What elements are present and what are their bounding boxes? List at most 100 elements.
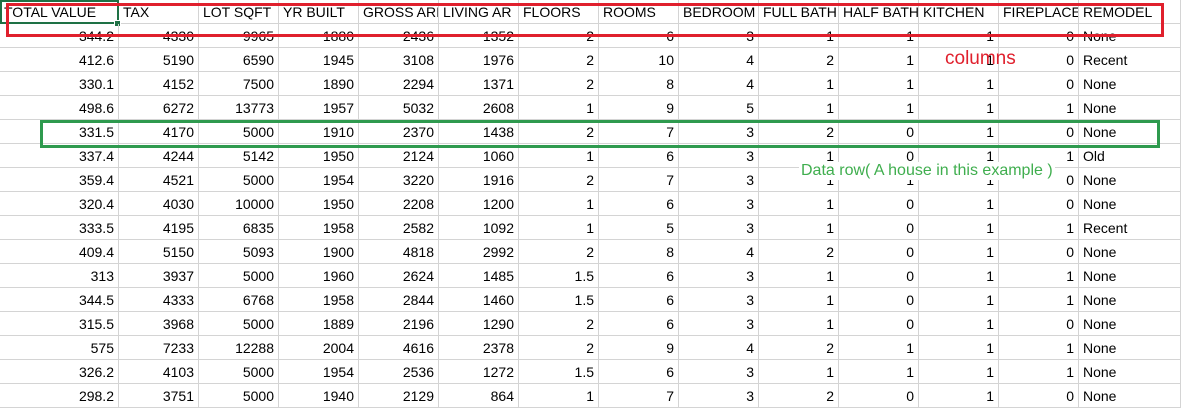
table-cell-fireplace[interactable]: 0 [999,48,1079,72]
table-cell-lot-sqft[interactable]: 7500 [199,72,279,96]
table-cell-remodel[interactable]: None [1079,24,1181,48]
table-cell-living-ar[interactable]: 1916 [439,168,519,192]
table-cell-tax[interactable]: 5150 [119,240,199,264]
table-cell-tax[interactable]: 6272 [119,96,199,120]
table-cell-bedroom[interactable]: 3 [679,192,759,216]
table-cell-remodel[interactable]: None [1079,240,1181,264]
table-cell-bedroom[interactable]: 3 [679,144,759,168]
table-cell-yr-built[interactable]: 1957 [279,96,359,120]
table-cell-gross-ari[interactable]: 2624 [359,264,439,288]
table-cell-rooms[interactable]: 7 [599,120,679,144]
table-cell-full-bath[interactable]: 1 [759,96,839,120]
table-cell-half-bath[interactable]: 1 [839,336,919,360]
table-cell-rooms[interactable]: 6 [599,24,679,48]
table-cell-half-bath[interactable]: 0 [839,216,919,240]
table-cell-rooms[interactable]: 6 [599,264,679,288]
table-cell-yr-built[interactable]: 1950 [279,144,359,168]
table-cell-floors[interactable]: 1.5 [519,360,599,384]
column-header-rooms[interactable]: ROOMS [599,0,679,24]
table-cell-remodel[interactable]: Recent [1079,216,1181,240]
table-cell-total-value[interactable]: 315.5 [0,312,119,336]
table-cell-half-bath[interactable]: 1 [839,168,919,192]
fill-handle[interactable] [114,20,121,27]
table-cell-remodel[interactable]: Recent [1079,48,1181,72]
table-cell-floors[interactable]: 1 [519,144,599,168]
column-header-yr-built[interactable]: YR BUILT [279,0,359,24]
column-header-total-value[interactable]: TOTAL VALUE [0,0,119,24]
table-cell-rooms[interactable]: 6 [599,144,679,168]
table-cell-bedroom[interactable]: 3 [679,312,759,336]
table-cell-fireplace[interactable]: 1 [999,96,1079,120]
table-cell-kitchen[interactable]: 1 [919,288,999,312]
table-cell-full-bath[interactable]: 2 [759,336,839,360]
table-cell-half-bath[interactable]: 0 [839,120,919,144]
table-cell-bedroom[interactable]: 4 [679,48,759,72]
table-cell-remodel[interactable]: None [1079,336,1181,360]
table-cell-gross-ari[interactable]: 4616 [359,336,439,360]
table-cell-kitchen[interactable]: 1 [919,96,999,120]
table-cell-bedroom[interactable]: 3 [679,216,759,240]
table-cell-full-bath[interactable]: 1 [759,24,839,48]
table-cell-yr-built[interactable]: 1889 [279,312,359,336]
table-cell-living-ar[interactable]: 1272 [439,360,519,384]
table-cell-bedroom[interactable]: 3 [679,24,759,48]
table-cell-fireplace[interactable]: 0 [999,384,1079,408]
table-cell-remodel[interactable]: None [1079,72,1181,96]
table-cell-yr-built[interactable]: 1880 [279,24,359,48]
table-cell-floors[interactable]: 2 [519,240,599,264]
table-cell-tax[interactable]: 4152 [119,72,199,96]
table-cell-gross-ari[interactable]: 2436 [359,24,439,48]
column-header-fireplace[interactable]: FIREPLACE [999,0,1079,24]
table-cell-yr-built[interactable]: 1910 [279,120,359,144]
table-cell-yr-built[interactable]: 2004 [279,336,359,360]
table-cell-kitchen[interactable]: 1 [919,336,999,360]
table-cell-tax[interactable]: 3968 [119,312,199,336]
column-header-gross-ari[interactable]: GROSS ARI [359,0,439,24]
table-cell-bedroom[interactable]: 5 [679,96,759,120]
table-cell-gross-ari[interactable]: 2582 [359,216,439,240]
table-cell-gross-ari[interactable]: 2124 [359,144,439,168]
table-cell-total-value[interactable]: 326.2 [0,360,119,384]
table-cell-total-value[interactable]: 344.2 [0,24,119,48]
table-cell-yr-built[interactable]: 1958 [279,288,359,312]
table-cell-floors[interactable]: 1.5 [519,288,599,312]
table-cell-living-ar[interactable]: 2608 [439,96,519,120]
column-header-half-bath[interactable]: HALF BATH [839,0,919,24]
table-cell-half-bath[interactable]: 0 [839,384,919,408]
table-cell-tax[interactable]: 7233 [119,336,199,360]
table-cell-tax[interactable]: 5190 [119,48,199,72]
column-header-tax[interactable]: TAX [119,0,199,24]
column-header-kitchen[interactable]: KITCHEN [919,0,999,24]
table-cell-floors[interactable]: 2 [519,72,599,96]
table-cell-total-value[interactable]: 344.5 [0,288,119,312]
table-cell-remodel[interactable]: None [1079,96,1181,120]
table-cell-total-value[interactable]: 409.4 [0,240,119,264]
table-cell-tax[interactable]: 4103 [119,360,199,384]
table-cell-remodel[interactable]: Old [1079,144,1181,168]
table-cell-half-bath[interactable]: 1 [839,360,919,384]
table-cell-floors[interactable]: 2 [519,24,599,48]
table-cell-kitchen[interactable]: 1 [919,192,999,216]
table-cell-half-bath[interactable]: 0 [839,312,919,336]
table-cell-bedroom[interactable]: 3 [679,360,759,384]
table-cell-lot-sqft[interactable]: 5142 [199,144,279,168]
table-cell-lot-sqft[interactable]: 5000 [199,312,279,336]
column-header-floors[interactable]: FLOORS [519,0,599,24]
table-cell-tax[interactable]: 4521 [119,168,199,192]
column-header-remodel[interactable]: REMODEL [1079,0,1181,24]
table-cell-total-value[interactable]: 333.5 [0,216,119,240]
table-cell-yr-built[interactable]: 1954 [279,360,359,384]
table-cell-half-bath[interactable]: 1 [839,72,919,96]
table-cell-total-value[interactable]: 330.1 [0,72,119,96]
table-cell-full-bath[interactable]: 1 [759,312,839,336]
table-cell-bedroom[interactable]: 3 [679,120,759,144]
table-cell-floors[interactable]: 2 [519,168,599,192]
table-cell-full-bath[interactable]: 1 [759,360,839,384]
table-cell-total-value[interactable]: 313 [0,264,119,288]
table-cell-fireplace[interactable]: 0 [999,192,1079,216]
table-cell-gross-ari[interactable]: 3220 [359,168,439,192]
table-cell-gross-ari[interactable]: 2208 [359,192,439,216]
table-cell-half-bath[interactable]: 0 [839,264,919,288]
column-header-bedroom[interactable]: BEDROOM [679,0,759,24]
table-cell-fireplace[interactable]: 0 [999,24,1079,48]
